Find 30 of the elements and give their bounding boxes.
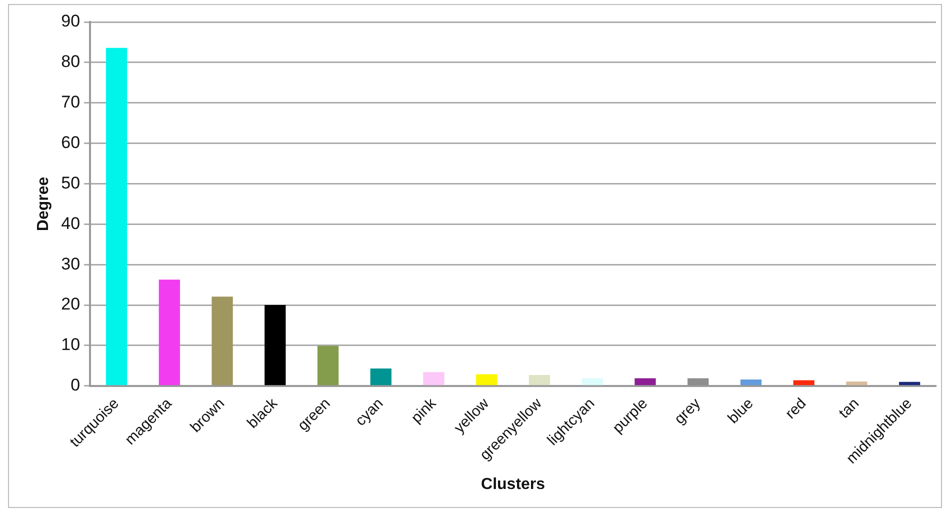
bar	[212, 296, 233, 386]
y-axis-title: Degree	[35, 176, 52, 232]
bar	[423, 372, 444, 386]
bar	[528, 375, 550, 386]
x-tick-label: red	[782, 395, 810, 422]
y-tick-label: 50	[61, 173, 80, 192]
y-tick-label: 30	[61, 254, 80, 274]
y-tick-label: 0	[70, 376, 80, 395]
bar	[846, 381, 868, 386]
x-axis-title: Clusters	[481, 476, 546, 493]
bar	[158, 280, 180, 386]
bar	[370, 368, 392, 386]
bar	[106, 48, 128, 386]
y-tick-label: 90	[61, 12, 80, 31]
bar	[582, 378, 603, 386]
y-tick-label: 70	[61, 92, 80, 112]
bar	[634, 378, 656, 386]
bar	[898, 382, 920, 386]
y-tick-label: 80	[61, 52, 80, 72]
y-tick-label: 20	[61, 294, 80, 314]
bar	[476, 374, 498, 386]
y-tick-label: 10	[61, 335, 80, 354]
y-tick-label: 60	[61, 132, 80, 152]
y-tick-label: 40	[61, 214, 80, 233]
x-tick-label: blue	[724, 395, 757, 428]
bar	[317, 346, 339, 386]
bar	[264, 305, 286, 386]
bar	[740, 379, 762, 386]
x-tick-label: cyan	[352, 395, 387, 430]
bar	[793, 380, 814, 386]
